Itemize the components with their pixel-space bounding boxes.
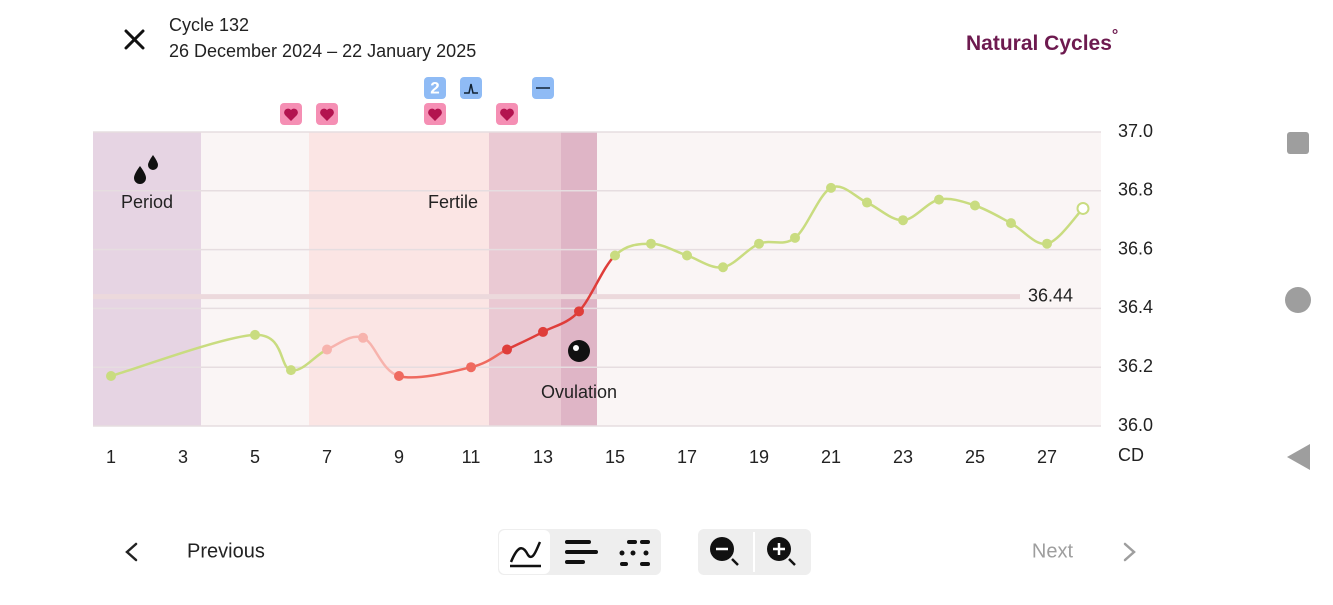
close-button[interactable] [124, 29, 145, 50]
temperature-line [578, 254, 616, 313]
x-tick-label: 15 [605, 447, 625, 467]
temperature-point [826, 182, 836, 193]
ovulation-label: Ovulation [541, 382, 617, 402]
x-tick-label: 1 [106, 447, 116, 467]
temperature-point [682, 250, 692, 261]
temperature-point [862, 197, 872, 208]
x-tick-label: 27 [1037, 447, 1057, 467]
brand-name: Natural Cycles [966, 32, 1112, 55]
ovulation-icon-shine [573, 345, 579, 351]
x-tick-label: 13 [533, 447, 553, 467]
temperature-point [610, 250, 620, 261]
temperature-line [110, 333, 256, 378]
temperature-point [718, 262, 728, 273]
view-graph[interactable] [499, 530, 550, 574]
heart-icon [284, 108, 298, 121]
x-tick-label: 17 [677, 447, 697, 467]
chart: 36.036.236.436.636.837.01 3 5 7 9 11 13 15 17 19 2… [93, 77, 1153, 467]
y-tick-label: 36.2 [1118, 356, 1153, 376]
x-tick-label: 3 [178, 447, 188, 467]
temperature-point [250, 329, 260, 340]
y-tick-label: 37.0 [1118, 121, 1153, 141]
temperature-point [106, 371, 116, 382]
view-list[interactable] [565, 540, 598, 564]
heart-icon [428, 108, 442, 121]
brand: Natural Cycles° [966, 27, 1118, 54]
cycle-dates: 26 December 2024 – 22 January 2025 [169, 41, 476, 61]
temperature-point [1076, 201, 1090, 215]
lh-test-label: 2 [430, 78, 439, 97]
y-tick-label: 36.0 [1118, 415, 1153, 435]
temperature-point [754, 238, 764, 249]
temperature-point [934, 194, 944, 205]
x-tick-label: 7 [322, 447, 332, 467]
x-tick-label: 9 [394, 447, 404, 467]
view-dots[interactable] [619, 540, 651, 566]
temperature-point [394, 371, 404, 382]
nav-home[interactable] [1285, 287, 1311, 313]
ovulation-band [561, 132, 597, 426]
period-band [93, 132, 201, 426]
temperature-point [502, 344, 512, 355]
nav-back[interactable] [1287, 444, 1310, 470]
y-tick-label: 36.6 [1118, 238, 1153, 258]
temperature-point [286, 365, 296, 376]
heart-icon [500, 108, 514, 121]
x-tick-label: 21 [821, 447, 841, 467]
next-label: Next [1032, 540, 1074, 562]
temperature-line [398, 365, 472, 379]
temperature-point [358, 332, 368, 343]
y-tick-label: 36.4 [1118, 297, 1153, 317]
peak-icon [464, 83, 478, 94]
brand-mark: ° [1112, 27, 1118, 44]
cover-line-label: 36.44 [1028, 285, 1073, 305]
previous-label: Previous [187, 540, 265, 562]
x-tick-label: 25 [965, 447, 985, 467]
heart-icon [320, 108, 334, 121]
x-tick-label: 5 [250, 447, 260, 467]
temperature-point [538, 326, 548, 337]
x-tick-label: 23 [893, 447, 913, 467]
peak-test-marker [460, 77, 482, 99]
temperature-point [466, 362, 476, 373]
y-tick-label: 36.8 [1118, 180, 1153, 200]
temperature-point [898, 215, 908, 226]
period-label: Period [121, 192, 173, 212]
temperature-point [970, 200, 980, 211]
next-button[interactable]: Next [1032, 540, 1136, 562]
fertile-label: Fertile [428, 192, 478, 212]
temperature-point [646, 238, 656, 249]
zoom-out[interactable] [710, 537, 739, 566]
previous-button[interactable]: Previous [125, 540, 265, 562]
ovulation-icon [568, 340, 590, 362]
temperature-point [1006, 218, 1016, 229]
temperature-point [322, 344, 332, 355]
x-tick-label: 19 [749, 447, 769, 467]
x-axis-label: CD [1118, 445, 1144, 465]
lh-test-marker [424, 77, 446, 99]
temperature-point [1042, 238, 1052, 249]
cycle-title: Cycle 132 [169, 15, 249, 35]
temperature-point [790, 232, 800, 243]
x-tick-label: 11 [462, 447, 481, 467]
zoom-in[interactable] [767, 537, 796, 566]
period-drops [134, 155, 158, 184]
temperature-point [574, 306, 584, 317]
nav-recent[interactable] [1287, 132, 1309, 154]
